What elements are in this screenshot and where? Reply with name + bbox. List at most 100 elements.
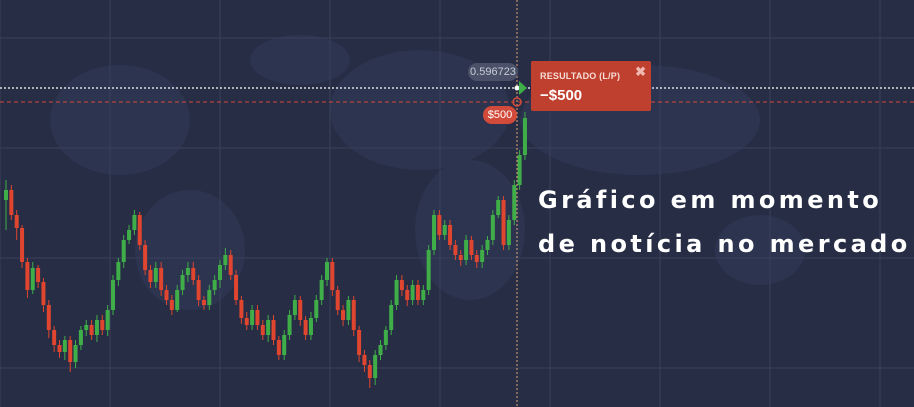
candle-body (57, 345, 62, 352)
candle-body (127, 230, 132, 240)
candle-body (271, 320, 276, 340)
current-point-marker (514, 85, 520, 91)
candle-body (105, 310, 110, 330)
candle-body (116, 262, 121, 280)
candle-body (437, 215, 442, 235)
map-region (50, 65, 190, 175)
candle-body (46, 305, 51, 330)
candle-body (389, 305, 394, 330)
candle-body (308, 318, 313, 335)
candle-body (351, 300, 356, 330)
candle-body (143, 245, 148, 270)
candle-body (287, 315, 292, 335)
candle-body (255, 310, 260, 325)
candle-body (383, 330, 388, 345)
candle-body (84, 325, 89, 330)
candlestick-series (4, 112, 527, 388)
map-region (715, 215, 805, 285)
candle-body (442, 225, 447, 235)
candle-body (260, 325, 265, 335)
candle-body (319, 280, 324, 300)
candle-body (464, 240, 469, 260)
candle-body (218, 265, 222, 280)
candle-body (303, 320, 308, 335)
candle-body (480, 250, 485, 262)
candle-body (346, 300, 351, 320)
candle-body (335, 290, 340, 310)
overlay-caption: Gráfico em momento de notícia no mercado… (538, 178, 914, 266)
entry-point-marker (512, 97, 522, 107)
candle-body (228, 255, 233, 275)
result-value: −$500 (540, 87, 583, 104)
result-label: RESULTADO (L/P) (540, 71, 621, 81)
candle-body (201, 300, 206, 305)
close-icon[interactable]: ✖ (635, 64, 646, 79)
candle-body (73, 345, 78, 362)
candle-body (341, 310, 346, 320)
candle-body (207, 290, 212, 305)
candle-body (367, 365, 372, 378)
candle-body (512, 185, 517, 220)
candle-body (399, 280, 404, 290)
candle-body (421, 290, 426, 300)
candle-body (415, 285, 420, 300)
candle-body (94, 320, 99, 335)
candle-body (426, 250, 431, 290)
candle-body (20, 228, 25, 262)
candle-body (501, 200, 506, 245)
candle-body (250, 310, 255, 325)
candle-body (25, 262, 30, 290)
candle-body (14, 215, 19, 228)
candle-body (52, 330, 57, 345)
candle-body (111, 280, 115, 310)
current-price-tag: 0.596723 (468, 63, 518, 81)
candle-body (405, 290, 410, 300)
pointer-arrow-icon (519, 81, 527, 95)
candle-body (234, 275, 239, 300)
candle-body (137, 215, 142, 245)
candle-body (30, 268, 35, 290)
candle-body (266, 320, 271, 335)
candle-body (357, 330, 362, 355)
candle-body (239, 300, 244, 318)
candle-body (132, 215, 137, 230)
candle-body (212, 280, 217, 290)
candle-body (175, 290, 180, 310)
candle-body (292, 300, 297, 315)
candle-body (100, 320, 105, 330)
candle-body (298, 300, 303, 320)
candle-body (282, 335, 287, 355)
candle-body (62, 340, 67, 352)
candle-body (9, 190, 14, 215)
candle-body (490, 215, 495, 240)
candle-body (159, 268, 164, 290)
map-region (250, 35, 350, 85)
map-region (330, 50, 510, 170)
candle-body (148, 270, 153, 282)
candle-body (394, 280, 399, 305)
candle-body (276, 340, 281, 355)
candle-body (121, 240, 126, 262)
candle-body (314, 300, 319, 318)
candle-body (448, 225, 453, 245)
candle-body (4, 190, 8, 200)
candle-body (485, 240, 490, 250)
candle-body (474, 255, 479, 262)
candle-body (453, 245, 458, 255)
candle-body (362, 355, 367, 365)
candle-body (68, 340, 73, 362)
candle-body (180, 275, 185, 290)
result-panel: RESULTADO (L/P) −$500 ✖ (531, 61, 651, 111)
caption-line-1: Gráfico em momento (538, 186, 883, 214)
candle-body (325, 262, 329, 280)
candle-body (191, 268, 196, 280)
map-region (135, 190, 245, 310)
candle-body (89, 325, 94, 335)
candle-body (373, 355, 378, 378)
candle-body (522, 118, 527, 155)
caption-line-2: de notícia no mercado! (538, 230, 914, 258)
investment-amount-tag: $500 (483, 106, 517, 124)
